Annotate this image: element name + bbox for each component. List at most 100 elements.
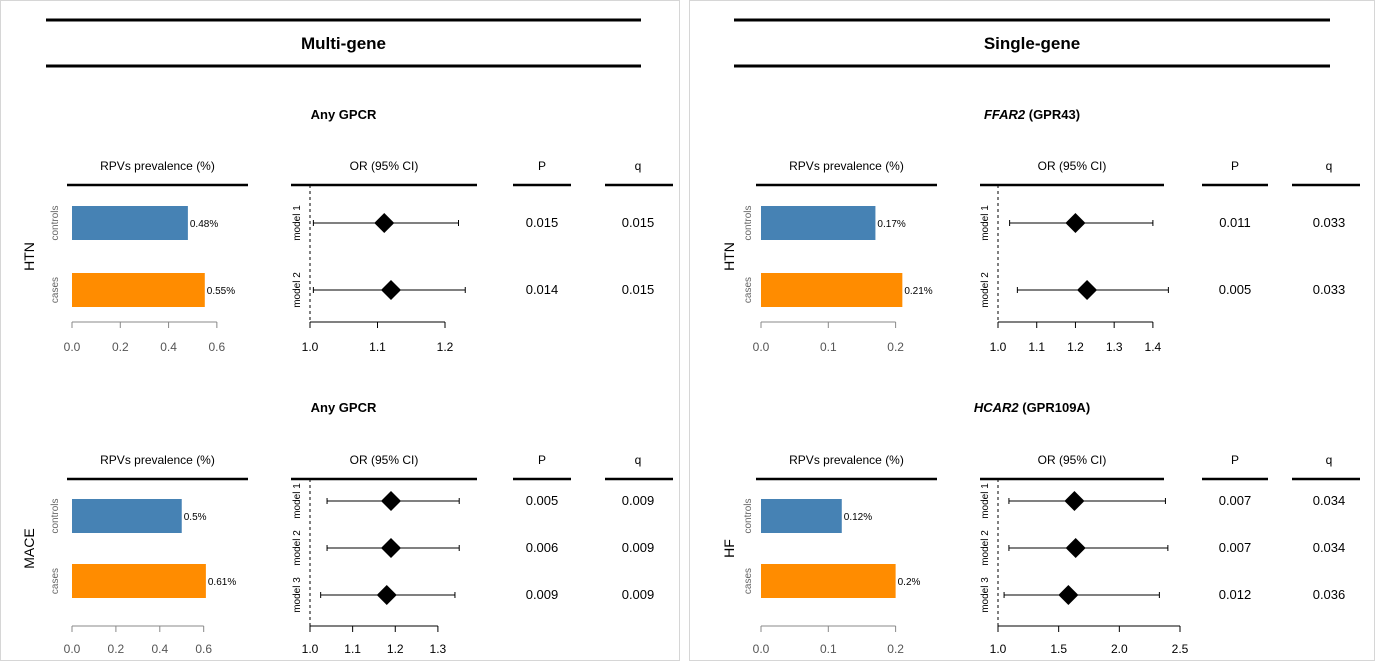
or-point — [1058, 585, 1079, 605]
q-value: 0.033 — [1313, 215, 1346, 230]
block-title: HCAR2 (GPR109A) — [974, 400, 1090, 415]
category-label: controls — [50, 498, 61, 533]
bar-cases — [761, 564, 896, 598]
bar-controls — [761, 206, 876, 240]
bar-x-tick-label: 0.0 — [753, 642, 770, 656]
bar-value-label: 0.2% — [898, 577, 921, 588]
bar-controls — [72, 206, 188, 240]
or-x-tick-label: 1.2 — [437, 340, 454, 354]
prevalence-header: RPVs prevalence (%) — [789, 453, 904, 467]
bar-controls — [72, 499, 182, 533]
outcome-label: HTN — [721, 242, 737, 271]
or-header: OR (95% CI) — [350, 453, 419, 467]
model-label: model 2 — [980, 272, 991, 308]
outcome-label: HF — [721, 539, 737, 558]
q-value: 0.009 — [622, 540, 655, 555]
or-point — [381, 538, 401, 558]
or-header: OR (95% CI) — [350, 159, 419, 173]
or-x-tick-label: 1.2 — [387, 642, 404, 656]
or-point — [374, 213, 395, 233]
or-x-tick-label: 1.1 — [369, 340, 386, 354]
or-point — [381, 280, 401, 300]
bar-value-label: 0.55% — [207, 286, 235, 297]
or-x-tick-label: 1.3 — [430, 642, 447, 656]
q-header: q — [1326, 159, 1333, 173]
multi-gene-figure: Multi-gene Any GPCR HTN RPVs prevalence (%)… — [21, 18, 673, 656]
or-x-tick-label: 1.4 — [1145, 340, 1162, 354]
category-label: controls — [743, 205, 754, 240]
p-value: 0.005 — [526, 493, 559, 508]
category-label: cases — [50, 568, 61, 594]
bar-x-tick-label: 0.2 — [112, 340, 129, 354]
q-value: 0.034 — [1313, 493, 1346, 508]
q-value: 0.015 — [622, 282, 655, 297]
or-header: OR (95% CI) — [1038, 453, 1107, 467]
prevalence-header: RPVs prevalence (%) — [789, 159, 904, 173]
gene-name: FFAR2 — [984, 107, 1026, 122]
block-title: Any GPCR — [311, 400, 377, 415]
single-gene-panel: Single-gene FFAR2 (GPR43) HTN RPVs prevalen… — [689, 0, 1375, 661]
p-value: 0.005 — [1219, 282, 1252, 297]
p-value: 0.007 — [1219, 540, 1252, 555]
category-label: cases — [743, 277, 754, 303]
category-label: cases — [743, 568, 754, 594]
p-value: 0.015 — [526, 215, 559, 230]
or-point — [1065, 538, 1086, 558]
or-point — [1077, 280, 1098, 300]
block-title-text: (GPR43) — [1025, 107, 1080, 122]
gene-name: HCAR2 — [974, 400, 1020, 415]
p-value: 0.014 — [526, 282, 559, 297]
or-point — [381, 491, 401, 511]
category-label: controls — [50, 205, 61, 240]
bar-x-tick-label: 0.0 — [753, 340, 770, 354]
q-value: 0.009 — [622, 587, 655, 602]
or-x-tick-label: 1.0 — [990, 642, 1007, 656]
p-value: 0.007 — [1219, 493, 1252, 508]
model-label: model 3 — [980, 577, 991, 613]
or-x-tick-label: 1.0 — [302, 642, 319, 656]
or-point — [1064, 491, 1085, 511]
bar-x-tick-label: 0.2 — [887, 340, 904, 354]
or-x-tick-label: 1.1 — [344, 642, 361, 656]
or-x-tick-label: 2.0 — [1111, 642, 1128, 656]
model-label: model 1 — [292, 205, 303, 241]
bar-x-tick-label: 0.2 — [887, 642, 904, 656]
bar-x-tick-label: 0.4 — [151, 642, 168, 656]
q-header: q — [635, 453, 642, 467]
q-header: q — [1326, 453, 1333, 467]
bar-value-label: 0.48% — [190, 219, 218, 230]
q-value: 0.036 — [1313, 587, 1346, 602]
p-value: 0.011 — [1219, 215, 1251, 230]
p-header: P — [538, 159, 546, 173]
bar-x-tick-label: 0.1 — [820, 340, 837, 354]
model-label: model 1 — [292, 483, 303, 519]
p-value: 0.006 — [526, 540, 559, 555]
multi-gene-panel: Multi-gene Any GPCR HTN RPVs prevalence (%)… — [0, 0, 680, 661]
q-value: 0.033 — [1313, 282, 1346, 297]
bar-value-label: 0.12% — [844, 512, 872, 523]
single-gene-figure: Single-gene FFAR2 (GPR43) HTN RPVs prevalen… — [721, 18, 1360, 656]
model-label: model 2 — [292, 272, 303, 308]
q-value: 0.009 — [622, 493, 655, 508]
bar-controls — [761, 499, 842, 533]
or-x-tick-label: 1.5 — [1050, 642, 1067, 656]
bar-value-label: 0.21% — [904, 286, 932, 297]
or-x-tick-label: 1.0 — [990, 340, 1007, 354]
or-x-tick-label: 1.1 — [1028, 340, 1045, 354]
bar-x-tick-label: 0.4 — [160, 340, 177, 354]
bar-x-tick-label: 0.1 — [820, 642, 837, 656]
bar-value-label: 0.5% — [184, 512, 207, 523]
prevalence-header: RPVs prevalence (%) — [100, 159, 215, 173]
or-header: OR (95% CI) — [1038, 159, 1107, 173]
or-x-tick-label: 2.5 — [1172, 642, 1189, 656]
bar-x-tick-label: 0.2 — [108, 642, 125, 656]
prevalence-header: RPVs prevalence (%) — [100, 453, 215, 467]
p-header: P — [1231, 453, 1239, 467]
bar-cases — [72, 273, 205, 307]
or-x-tick-label: 1.0 — [302, 340, 319, 354]
bar-value-label: 0.61% — [208, 577, 236, 588]
p-header: P — [538, 453, 546, 467]
q-value: 0.015 — [622, 215, 655, 230]
block-title-text: (GPR109A) — [1019, 400, 1091, 415]
or-point — [376, 585, 397, 605]
